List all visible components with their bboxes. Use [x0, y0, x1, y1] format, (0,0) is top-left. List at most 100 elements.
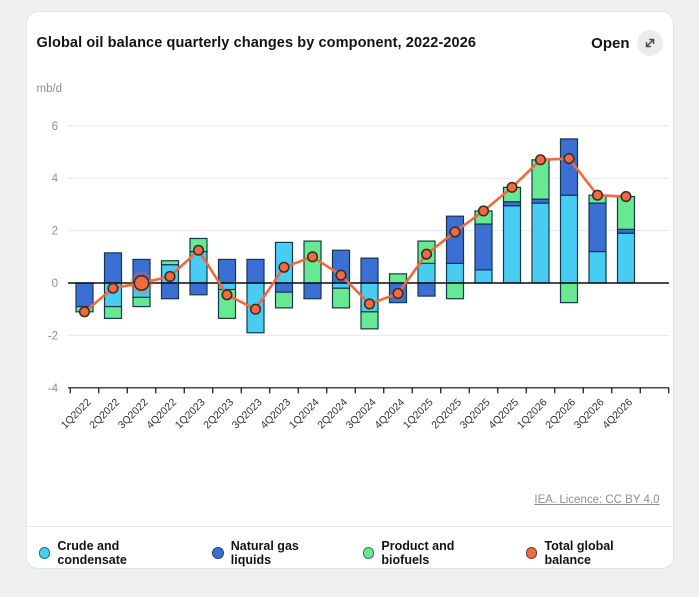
bar-segment[interactable]	[74, 282, 94, 308]
total-line	[82, 157, 627, 314]
total-point[interactable]	[420, 248, 432, 260]
x-axis-category-label: 4Q2025	[486, 396, 521, 431]
bar-segment[interactable]	[530, 202, 550, 284]
bar-segment[interactable]	[388, 273, 407, 284]
total-point[interactable]	[334, 269, 347, 281]
bar-segment[interactable]	[559, 194, 578, 284]
legend-marker-icon	[211, 547, 224, 559]
bar-segment[interactable]	[445, 282, 464, 300]
legend-item-label: Natural gas liquids	[230, 539, 299, 567]
bar-segment[interactable]	[559, 282, 578, 304]
bar-segment[interactable]	[160, 282, 179, 300]
total-point[interactable]	[562, 153, 575, 165]
x-axis-category-label: 1Q2025	[400, 396, 435, 431]
bar-segment[interactable]	[616, 232, 635, 284]
x-axis-category-label: 1Q2023	[172, 396, 207, 431]
x-axis-category-label: 3Q2023	[229, 396, 264, 431]
y-axis-tick-label: 0	[51, 278, 57, 290]
total-point[interactable]	[391, 287, 404, 300]
bar-segment[interactable]	[160, 260, 179, 266]
total-point[interactable]	[448, 226, 461, 238]
y-axis-unit-label: mb/d	[36, 83, 63, 95]
x-axis-category-label: 3Q2022	[115, 396, 150, 431]
bar-segment[interactable]	[359, 311, 379, 330]
bar-segment[interactable]	[131, 296, 151, 308]
x-axis-category-label: 2Q2023	[201, 396, 236, 431]
x-axis-category-label: 4Q2023	[258, 396, 293, 431]
legend-marker-icon	[525, 547, 538, 559]
total-point[interactable]	[363, 298, 375, 310]
licence-link[interactable]: IEA. Licence: CC BY 4.0	[534, 494, 660, 506]
total-point[interactable]	[477, 205, 489, 217]
chart-card: Global oil balance quarterly changes by …	[25, 11, 674, 569]
bar-segment[interactable]	[445, 215, 464, 264]
y-axis-tick-label: -2	[47, 330, 57, 342]
x-axis-category-label: 4Q2024	[372, 396, 407, 431]
legend-marker-icon	[38, 547, 51, 559]
bar-segment[interactable]	[274, 282, 293, 293]
legend-item[interactable]: Total global balance	[525, 539, 663, 567]
y-axis-tick-label: 4	[51, 173, 58, 185]
x-axis-category-label: 1Q2024	[286, 396, 321, 431]
bar-segment[interactable]	[416, 262, 436, 284]
total-point[interactable]	[249, 303, 261, 315]
bar-segment[interactable]	[502, 205, 521, 284]
total-point[interactable]	[277, 261, 290, 273]
total-point[interactable]	[619, 190, 632, 203]
bar-segment[interactable]	[587, 250, 607, 284]
x-axis-category-label: 2Q2024	[315, 396, 350, 431]
legend-item-label: Total global balance	[544, 539, 614, 567]
open-button-label: Open	[591, 34, 630, 52]
x-axis-category-label: 2Q2026	[543, 396, 578, 431]
x-axis-category-label: 1Q2026	[514, 396, 549, 431]
bar-segment[interactable]	[331, 287, 350, 309]
bar-segment[interactable]	[559, 138, 578, 196]
total-point[interactable]	[534, 154, 546, 166]
card-header: Global oil balance quarterly changes by …	[37, 30, 663, 56]
x-axis-category-label: 2Q2022	[87, 396, 122, 431]
total-point[interactable]	[505, 181, 518, 193]
bar-segment[interactable]	[188, 282, 208, 296]
bar-segment[interactable]	[331, 282, 350, 289]
y-axis-tick-label: 2	[51, 226, 57, 238]
x-axis-category-label: 1Q2022	[58, 396, 93, 431]
total-point[interactable]	[163, 270, 176, 282]
legend-item[interactable]: Product and biofuels	[362, 539, 505, 567]
y-axis-tick-label: -4	[47, 383, 58, 395]
legend-marker-icon	[362, 547, 375, 559]
x-axis-category-label: 4Q2026	[600, 396, 635, 431]
total-point[interactable]	[106, 282, 119, 294]
bar-segment[interactable]	[473, 223, 493, 271]
legend-divider	[26, 526, 673, 527]
bar-segment[interactable]	[587, 202, 607, 253]
x-axis-category-label: 3Q2025	[457, 396, 492, 431]
total-point[interactable]	[306, 251, 318, 263]
y-axis-tick-label: 6	[51, 121, 57, 133]
bar-segment[interactable]	[473, 269, 493, 284]
bar-segment[interactable]	[245, 258, 265, 284]
total-point[interactable]	[591, 189, 603, 201]
bar-segment[interactable]	[217, 258, 236, 284]
x-axis-category-label: 3Q2024	[343, 396, 378, 431]
licence: IEA. Licence: CC BY 4.0	[534, 494, 659, 506]
bar-segment[interactable]	[445, 262, 464, 284]
total-point[interactable]	[133, 275, 149, 291]
legend: Crude and condensate Natural gas liquids P…	[38, 539, 663, 567]
x-axis-category-label: 3Q2026	[571, 396, 606, 431]
x-axis-category-label: 2Q2025	[429, 396, 464, 431]
legend-item[interactable]: Natural gas liquids	[211, 539, 342, 567]
open-button[interactable]: Open	[591, 30, 663, 56]
total-point[interactable]	[192, 244, 204, 256]
bar-segment[interactable]	[359, 257, 379, 284]
legend-item[interactable]: Crude and condensate	[38, 539, 191, 567]
bar-segment[interactable]	[274, 291, 293, 309]
total-point[interactable]	[220, 289, 233, 301]
legend-item-label: Product and biofuels	[381, 539, 455, 567]
expand-icon	[636, 30, 663, 56]
bar-segment[interactable]	[103, 305, 122, 319]
bar-segment[interactable]	[103, 252, 122, 284]
total-point[interactable]	[78, 306, 90, 318]
bar-segment[interactable]	[416, 282, 436, 297]
bar-segment[interactable]	[302, 282, 322, 300]
chart-plot: -4-202461Q20222Q20223Q20224Q20221Q20232Q…	[47, 121, 669, 431]
